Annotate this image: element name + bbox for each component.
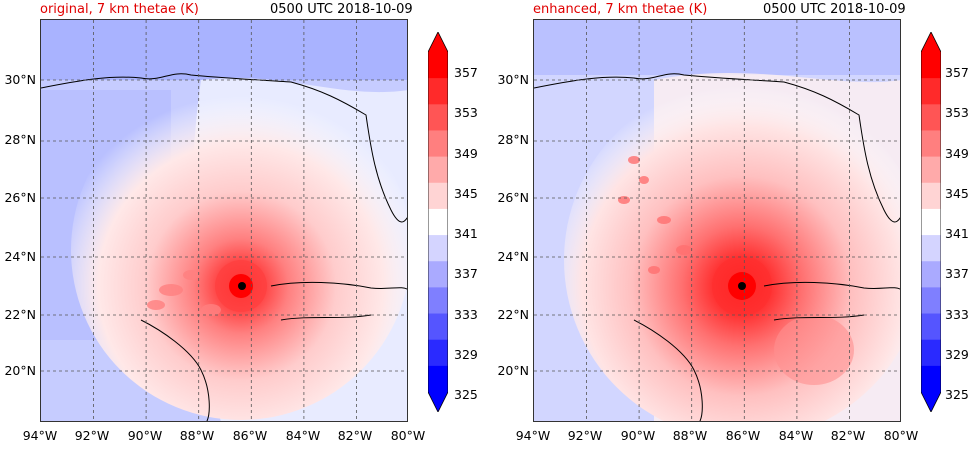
colorbar-segment bbox=[921, 130, 941, 158]
colorbar-segment bbox=[921, 261, 941, 288]
colorbar-segment bbox=[921, 182, 941, 210]
storm-center-marker bbox=[238, 282, 246, 290]
lat-label: 30°N bbox=[497, 72, 529, 87]
colorbar-max-extend bbox=[921, 32, 941, 52]
right-map-field bbox=[534, 20, 900, 421]
colorbar-label: 349 bbox=[454, 146, 478, 161]
colorbar-segment bbox=[921, 339, 941, 367]
colorbar-segment bbox=[428, 78, 448, 105]
colorbar-segment bbox=[428, 313, 448, 341]
colorbar-label: 325 bbox=[454, 387, 478, 402]
lon-label: 90°W bbox=[620, 428, 656, 443]
left-map bbox=[40, 19, 408, 422]
lon-label: 94°W bbox=[515, 428, 551, 443]
storm-center-marker bbox=[738, 282, 746, 290]
colorbar-max-extend bbox=[428, 32, 448, 52]
lat-label: 20°N bbox=[497, 363, 529, 378]
colorbar-segment bbox=[921, 78, 941, 105]
colorbar-label: 329 bbox=[945, 347, 969, 362]
lat-label: 28°N bbox=[497, 132, 529, 147]
right-colorbar bbox=[921, 32, 941, 412]
colorbar-segment bbox=[428, 52, 448, 79]
colorbar-min-extend bbox=[921, 392, 941, 412]
left-map-field bbox=[41, 20, 407, 421]
left-colorbar bbox=[428, 32, 448, 412]
lon-label: 82°W bbox=[830, 428, 866, 443]
lat-label: 26°N bbox=[497, 190, 529, 205]
colorbar-label: 353 bbox=[454, 105, 478, 120]
colorbar-segment bbox=[921, 287, 941, 315]
lat-label: 26°N bbox=[4, 190, 36, 205]
lon-label: 80°W bbox=[883, 428, 919, 443]
colorbar-label: 333 bbox=[945, 307, 969, 322]
colorbar-segment bbox=[428, 365, 448, 393]
colorbar-label: 349 bbox=[945, 146, 969, 161]
colorbar-segment bbox=[921, 235, 941, 262]
colorbar-label: 353 bbox=[945, 105, 969, 120]
colorbar-segment bbox=[428, 339, 448, 367]
colorbar-label: 345 bbox=[945, 186, 969, 201]
lon-label: 86°W bbox=[232, 428, 268, 443]
lon-label: 86°W bbox=[725, 428, 761, 443]
colorbar-label: 337 bbox=[945, 266, 969, 281]
colorbar-segment bbox=[921, 313, 941, 341]
colorbar-segment bbox=[921, 104, 941, 131]
colorbar-segment bbox=[428, 235, 448, 262]
colorbar-segment bbox=[428, 104, 448, 131]
lon-label: 80°W bbox=[390, 428, 426, 443]
colorbar-label: 329 bbox=[454, 347, 478, 362]
lat-label: 24°N bbox=[4, 249, 36, 264]
colorbar-label: 341 bbox=[945, 226, 969, 241]
colorbar-segment bbox=[921, 52, 941, 79]
lon-label: 94°W bbox=[22, 428, 58, 443]
left-panel-title: original, 7 km thetae (K) bbox=[40, 2, 199, 17]
colorbar-segment bbox=[428, 261, 448, 288]
lat-label: 30°N bbox=[4, 72, 36, 87]
colorbar-segment bbox=[921, 365, 941, 393]
colorbar-segment bbox=[428, 287, 448, 315]
colorbar-label: 345 bbox=[454, 186, 478, 201]
colorbar-segment bbox=[921, 208, 941, 236]
right-panel-time: 0500 UTC 2018-10-09 bbox=[763, 2, 906, 17]
colorbar-label: 325 bbox=[945, 387, 969, 402]
colorbar-label: 333 bbox=[454, 307, 478, 322]
colorbar-segment bbox=[428, 156, 448, 184]
colorbar-segment bbox=[921, 156, 941, 184]
lat-label: 28°N bbox=[4, 132, 36, 147]
lon-label: 88°W bbox=[179, 428, 215, 443]
colorbar-label: 357 bbox=[454, 65, 478, 80]
lon-label: 84°W bbox=[778, 428, 814, 443]
colorbar-label: 337 bbox=[454, 266, 478, 281]
colorbar-segment bbox=[428, 182, 448, 210]
colorbar-label: 357 bbox=[945, 65, 969, 80]
lon-label: 88°W bbox=[672, 428, 708, 443]
colorbar-label: 341 bbox=[454, 226, 478, 241]
left-panel-time: 0500 UTC 2018-10-09 bbox=[270, 2, 413, 17]
lat-label: 22°N bbox=[4, 307, 36, 322]
lon-label: 82°W bbox=[337, 428, 373, 443]
lon-label: 90°W bbox=[127, 428, 163, 443]
right-map bbox=[533, 19, 901, 422]
lon-label: 92°W bbox=[74, 428, 110, 443]
lat-label: 22°N bbox=[497, 307, 529, 322]
colorbar-segment bbox=[428, 208, 448, 236]
right-panel-title: enhanced, 7 km thetae (K) bbox=[533, 2, 708, 17]
lon-label: 84°W bbox=[285, 428, 321, 443]
colorbar-min-extend bbox=[428, 392, 448, 412]
lat-label: 24°N bbox=[497, 249, 529, 264]
lat-label: 20°N bbox=[4, 363, 36, 378]
lon-label: 92°W bbox=[567, 428, 603, 443]
colorbar-segment bbox=[428, 130, 448, 158]
